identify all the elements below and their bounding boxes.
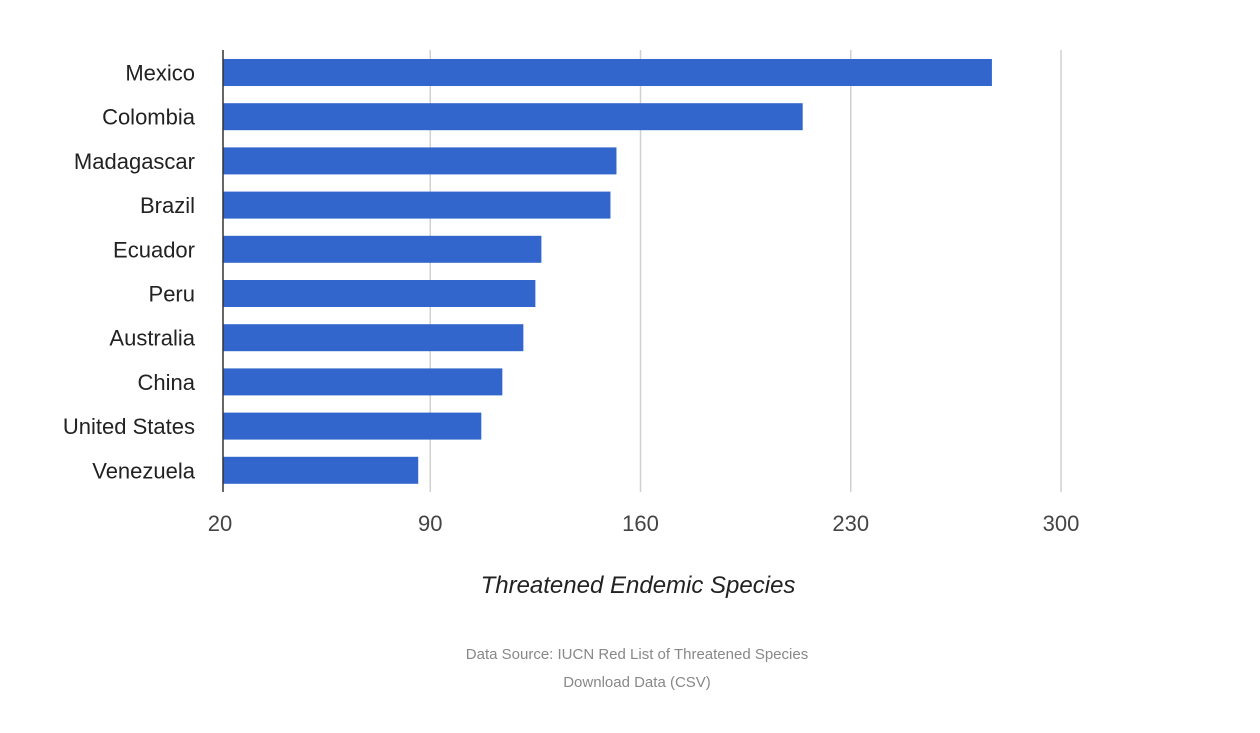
bar-ecuador[interactable] — [223, 235, 542, 263]
category-label: Ecuador — [113, 237, 195, 262]
category-label: Madagascar — [74, 149, 195, 174]
category-label: Peru — [149, 282, 195, 307]
category-label: Mexico — [125, 61, 195, 86]
bar-united-states[interactable] — [223, 412, 482, 440]
bar-china[interactable] — [223, 368, 503, 396]
bar-venezuela[interactable] — [223, 456, 419, 484]
data-source-note: Data Source: IUCN Red List of Threatened… — [465, 646, 809, 663]
bar-australia[interactable] — [223, 324, 524, 352]
download-data-link[interactable]: Download Data (CSV) — [563, 674, 711, 691]
bar-brazil[interactable] — [223, 191, 611, 219]
x-tick-label: 160 — [622, 511, 659, 536]
x-tick-label: 20 — [208, 511, 232, 536]
x-tick-label: 300 — [1043, 511, 1080, 536]
bar-colombia[interactable] — [223, 103, 803, 131]
bar-mexico[interactable] — [223, 59, 992, 86]
category-label: Brazil — [140, 193, 195, 218]
category-label: United States — [63, 414, 195, 439]
bar-peru[interactable] — [223, 280, 536, 307]
category-label: Venezuela — [92, 458, 196, 483]
category-label: Australia — [109, 326, 195, 351]
bar-madagascar[interactable] — [223, 147, 617, 175]
x-axis-title: Threatened Endemic Species — [481, 572, 796, 599]
x-tick-label: 230 — [832, 511, 869, 536]
bar-chart: Mexico Colombia Madagascar Brazil Ecuador Per… — [63, 50, 1080, 599]
category-label: China — [138, 370, 196, 395]
category-label: Colombia — [102, 105, 196, 130]
x-tick-label: 90 — [418, 511, 442, 536]
